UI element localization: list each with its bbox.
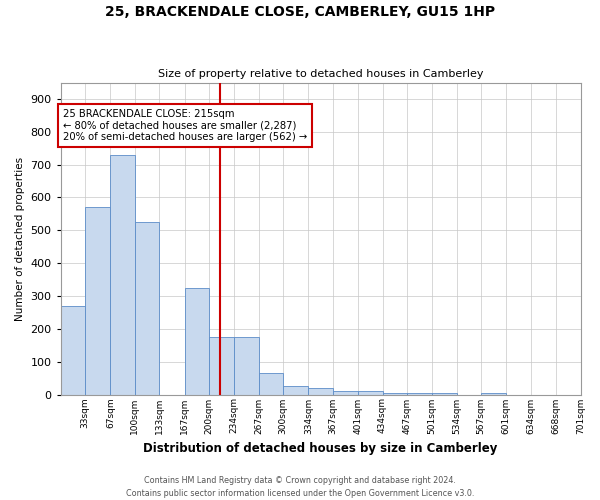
Bar [234, 337, 259, 394]
Title: Size of property relative to detached houses in Camberley: Size of property relative to detached ho… [158, 69, 484, 79]
Text: 25 BRACKENDALE CLOSE: 215sqm
← 80% of detached houses are smaller (2,287)
20% of: 25 BRACKENDALE CLOSE: 215sqm ← 80% of de… [63, 109, 307, 142]
Bar [283, 386, 308, 394]
Bar [358, 391, 383, 394]
Bar [383, 393, 407, 394]
Text: 25, BRACKENDALE CLOSE, CAMBERLEY, GU15 1HP: 25, BRACKENDALE CLOSE, CAMBERLEY, GU15 1… [105, 5, 495, 19]
Bar [481, 393, 506, 394]
Bar [85, 208, 110, 394]
Bar [308, 388, 333, 394]
Bar [333, 391, 358, 394]
Text: Contains HM Land Registry data © Crown copyright and database right 2024.
Contai: Contains HM Land Registry data © Crown c… [126, 476, 474, 498]
X-axis label: Distribution of detached houses by size in Camberley: Distribution of detached houses by size … [143, 442, 498, 455]
Bar [185, 288, 209, 395]
Bar [135, 222, 160, 394]
Y-axis label: Number of detached properties: Number of detached properties [15, 156, 25, 320]
Bar [432, 393, 457, 394]
Bar [407, 393, 432, 394]
Bar [61, 306, 85, 394]
Bar [259, 373, 283, 394]
Bar [209, 337, 234, 394]
Bar [110, 155, 135, 394]
